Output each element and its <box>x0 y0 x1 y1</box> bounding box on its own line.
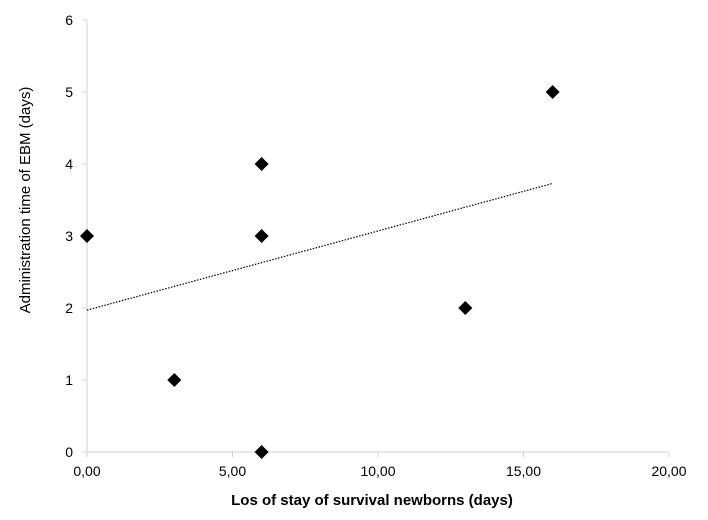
y-axis-label: Administration time of EBM (days) <box>17 87 34 314</box>
x-tick-label: 10,00 <box>360 463 395 479</box>
x-tick-label: 5,00 <box>219 463 246 479</box>
y-tick-label: 2 <box>65 300 73 316</box>
data-point <box>545 85 560 99</box>
tick-labels: 0 1 2 3 4 5 6 0,00 5,00 10,00 15,00 20,00 <box>65 12 687 479</box>
data-point <box>254 445 269 459</box>
trendline <box>86 182 553 311</box>
data-point <box>167 373 182 387</box>
x-tick-label: 20,00 <box>651 463 686 479</box>
x-axis-label: Los of stay of survival newborns (days) <box>231 492 513 509</box>
axes <box>82 19 670 457</box>
x-tick-label: 15,00 <box>506 463 541 479</box>
data-point <box>80 229 94 243</box>
y-tick-label: 5 <box>65 84 73 100</box>
data-point <box>254 157 269 171</box>
y-tick-label: 4 <box>65 156 73 172</box>
y-tick-label: 0 <box>65 444 73 460</box>
trendline-group <box>86 182 553 311</box>
y-tick-label: 1 <box>65 372 73 388</box>
data-point <box>458 301 473 315</box>
y-tick-label: 6 <box>65 12 73 28</box>
data-points <box>80 85 560 459</box>
data-point <box>254 229 269 243</box>
x-tick-label: 0,00 <box>73 463 100 479</box>
y-tick-label: 3 <box>65 228 73 244</box>
